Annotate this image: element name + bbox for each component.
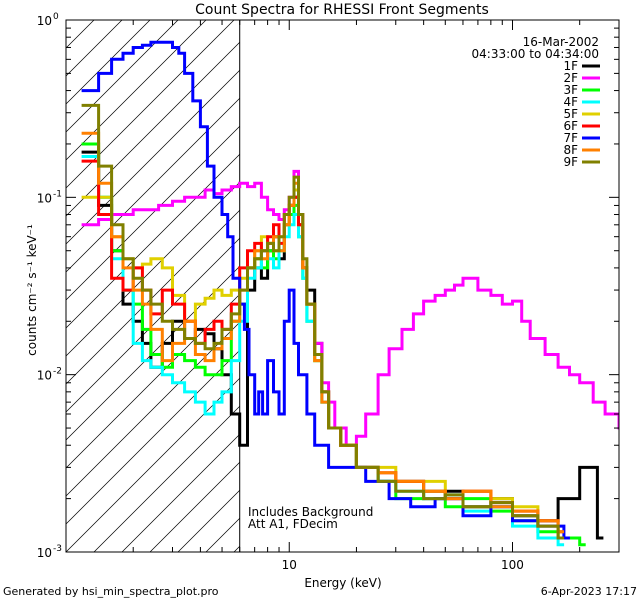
hatch-line <box>66 20 95 49</box>
time-range-label: 04:33:00 to 04:34:00 <box>472 47 599 61</box>
hatch-line <box>93 405 240 552</box>
annotation-background: Includes Background <box>248 505 373 519</box>
hatch-line <box>66 20 179 133</box>
hatch-line <box>66 153 240 329</box>
hatch-line <box>66 41 240 217</box>
legend-label-1f: 1F <box>563 59 578 73</box>
plot-frame <box>65 19 620 553</box>
date-label: 16-Mar-2002 <box>523 35 599 49</box>
hatch-line <box>66 125 240 301</box>
series-9f <box>81 103 565 540</box>
legend-label-9f: 9F <box>563 155 578 169</box>
footer-generated-by: Generated by hsi_min_spectra_plot.pro <box>3 585 219 598</box>
hatch-line <box>66 69 240 245</box>
series-2f <box>81 169 619 447</box>
hatch-line <box>66 20 123 77</box>
y-tick-label: 10 <box>37 191 52 205</box>
hatch-line <box>66 20 207 161</box>
legend-label-2f: 2F <box>563 71 578 85</box>
hatch-line <box>66 181 240 357</box>
y-axis-label: counts cm⁻² s⁻¹ keV⁻¹ <box>25 224 39 356</box>
y-tick-label: 10 <box>37 369 52 383</box>
hatch-line <box>66 377 240 552</box>
series-group <box>81 40 619 547</box>
annotation-attenuator: Att A1, FDecim <box>248 517 338 531</box>
hatch-line <box>66 209 240 385</box>
y-tick-label: 10 <box>37 14 52 28</box>
y-tick-exponent: 0 <box>53 12 59 22</box>
x-tick-label: 10 <box>282 558 297 572</box>
y-tick-label: 10 <box>37 546 52 560</box>
legend-label-5f: 5F <box>563 107 578 121</box>
hatch-line <box>66 321 240 497</box>
y-tick-exponent: -2 <box>53 367 62 377</box>
hatch-line <box>66 20 67 21</box>
background-region-hatch <box>66 0 640 552</box>
hatch-line <box>66 237 240 413</box>
legend-label-3f: 3F <box>563 83 578 97</box>
series-8f <box>81 131 565 534</box>
hatch-line <box>66 20 235 189</box>
y-tick-exponent: -1 <box>53 189 62 199</box>
hatch-line <box>290 0 640 552</box>
series-7f <box>81 40 570 540</box>
x-axis-label: Energy (keV) <box>304 576 381 590</box>
legend-label-7f: 7F <box>563 131 578 145</box>
x-tick-label: 100 <box>501 558 524 572</box>
hatch-line <box>66 293 240 469</box>
legend-label-8f: 8F <box>563 143 578 157</box>
hatch-line <box>262 0 640 552</box>
footer-timestamp: 6-Apr-2023 17:17 <box>541 585 637 598</box>
legend-label-4f: 4F <box>563 95 578 109</box>
hatch-line <box>66 349 240 525</box>
hatch-line <box>121 433 240 552</box>
hatch-line <box>66 265 240 441</box>
chart-title: Count Spectra for RHESSI Front Segments <box>195 2 489 18</box>
legend-label-6f: 6F <box>563 119 578 133</box>
y-tick-exponent: -3 <box>53 544 62 554</box>
hatch-line <box>66 20 151 105</box>
